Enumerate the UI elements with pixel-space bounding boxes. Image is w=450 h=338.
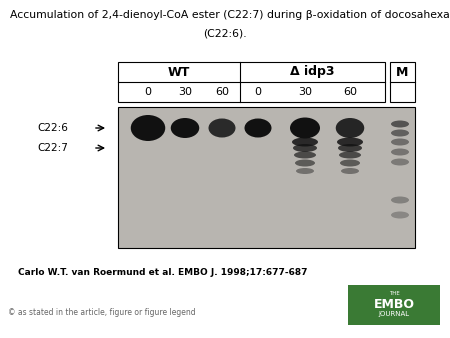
Ellipse shape (391, 159, 409, 166)
Ellipse shape (294, 151, 316, 159)
Ellipse shape (295, 160, 315, 167)
Bar (390, 62, 415, 102)
Text: 30: 30 (298, 87, 312, 97)
Ellipse shape (290, 118, 320, 139)
Ellipse shape (391, 148, 409, 155)
Text: Carlo W.T. van Roermund et al. EMBO J. 1998;17:677-687: Carlo W.T. van Roermund et al. EMBO J. 1… (18, 268, 307, 277)
Ellipse shape (338, 144, 362, 152)
Ellipse shape (336, 118, 364, 138)
Ellipse shape (171, 118, 199, 138)
Text: WT: WT (168, 66, 190, 78)
Ellipse shape (391, 212, 409, 218)
Text: 60: 60 (343, 87, 357, 97)
Text: JOURNAL: JOURNAL (378, 311, 410, 317)
Ellipse shape (131, 115, 165, 141)
Ellipse shape (391, 129, 409, 137)
Ellipse shape (337, 138, 363, 146)
Text: (C22:6).: (C22:6). (203, 28, 247, 38)
Bar (348, 285, 440, 325)
Text: EMBO: EMBO (374, 298, 414, 311)
Text: 0: 0 (144, 87, 152, 97)
Ellipse shape (296, 168, 314, 174)
Text: C22:6: C22:6 (37, 123, 68, 133)
Bar (118, 62, 385, 102)
Ellipse shape (391, 196, 409, 203)
Ellipse shape (208, 119, 235, 138)
Text: 30: 30 (178, 87, 192, 97)
Bar (118, 107, 415, 248)
Text: Accumulation of 2,4-dienoyl-CoA ester (C22:7) during β-oxidation of docosahexaen: Accumulation of 2,4-dienoyl-CoA ester (C… (10, 10, 450, 20)
Ellipse shape (293, 144, 317, 152)
Ellipse shape (391, 139, 409, 145)
Text: © as stated in the article, figure or figure legend: © as stated in the article, figure or fi… (8, 308, 196, 317)
Ellipse shape (339, 151, 361, 159)
Ellipse shape (391, 121, 409, 127)
Text: M: M (396, 66, 409, 78)
Ellipse shape (292, 138, 318, 146)
Text: 60: 60 (215, 87, 229, 97)
Ellipse shape (244, 119, 271, 138)
Text: THE: THE (389, 291, 400, 296)
Ellipse shape (341, 168, 359, 174)
Text: Δ idp3: Δ idp3 (290, 66, 335, 78)
Text: 0: 0 (255, 87, 261, 97)
Text: C22:7: C22:7 (37, 143, 68, 153)
Ellipse shape (340, 160, 360, 167)
